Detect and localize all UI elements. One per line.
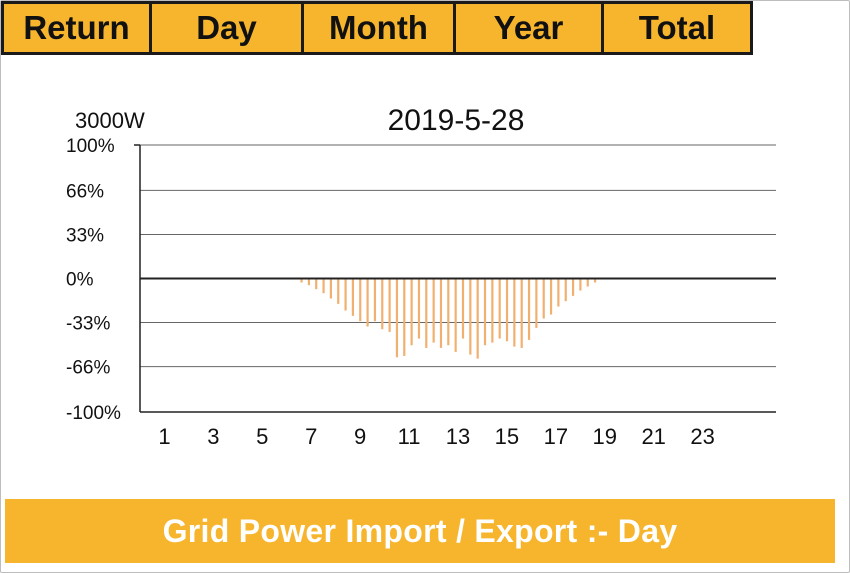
bar bbox=[322, 278, 325, 294]
chart-title: 2019-5-28 bbox=[388, 104, 525, 137]
x-tick-label: 1 bbox=[158, 424, 170, 449]
bar bbox=[307, 278, 310, 286]
bar bbox=[476, 278, 479, 359]
chart-area: 3000W 2019-5-28 100% 66% 33% 0% -33% -66% -100… bbox=[0, 70, 850, 490]
bar bbox=[549, 278, 553, 315]
grid-power-chart: 3000W 2019-5-28 100% 66% 33% 0% -33% -66% -100… bbox=[66, 104, 776, 449]
bar bbox=[535, 278, 538, 328]
y-tick-label: 100% bbox=[66, 136, 115, 157]
bar bbox=[366, 278, 369, 327]
x-tick-label: 3 bbox=[207, 424, 219, 449]
bar bbox=[469, 278, 472, 355]
bar bbox=[579, 278, 582, 291]
x-tick-label: 15 bbox=[495, 424, 519, 449]
bar bbox=[483, 278, 487, 346]
x-tick-label: 23 bbox=[690, 424, 714, 449]
bar bbox=[586, 278, 589, 287]
y-tick-label: 66% bbox=[66, 181, 104, 202]
bar bbox=[571, 278, 575, 296]
bar bbox=[381, 278, 384, 330]
x-tick-labels: 1 3 5 7 9 11 13 15 17 19 21 23 bbox=[158, 424, 715, 449]
x-tick-label: 5 bbox=[256, 424, 268, 449]
x-tick-label: 21 bbox=[641, 424, 665, 449]
bar bbox=[557, 278, 560, 307]
bar bbox=[432, 278, 435, 343]
bar bbox=[344, 278, 347, 311]
bar bbox=[447, 278, 450, 346]
bar bbox=[395, 278, 399, 358]
tab-year[interactable]: Year bbox=[456, 4, 604, 52]
bar bbox=[439, 278, 443, 348]
bar bbox=[520, 278, 523, 348]
bar bbox=[527, 278, 531, 340]
tab-day[interactable]: Day bbox=[152, 4, 304, 52]
bar bbox=[505, 278, 509, 342]
bar bbox=[513, 278, 516, 347]
bar bbox=[351, 278, 355, 316]
bar bbox=[417, 278, 421, 339]
bar bbox=[454, 278, 457, 352]
bar bbox=[564, 278, 567, 302]
tab-month[interactable]: Month bbox=[304, 4, 456, 52]
bar bbox=[461, 278, 465, 339]
y-tick-label: 33% bbox=[66, 225, 104, 246]
bar bbox=[498, 278, 501, 339]
y-tick-label: -33% bbox=[66, 314, 110, 335]
tab-return[interactable]: Return bbox=[4, 4, 152, 52]
y-tick-labels: 100% 66% 33% 0% -33% -66% -100% bbox=[66, 136, 121, 424]
bar bbox=[425, 278, 428, 348]
bar bbox=[542, 278, 545, 319]
footer-title: Grid Power Import / Export :- Day bbox=[162, 512, 678, 549]
y-tick-label: -66% bbox=[66, 358, 110, 379]
bar bbox=[329, 278, 332, 299]
bar bbox=[300, 278, 303, 283]
axes bbox=[134, 144, 776, 413]
tab-total[interactable]: Total bbox=[638, 9, 716, 46]
bar bbox=[491, 278, 494, 343]
x-tick-label: 7 bbox=[305, 424, 317, 449]
x-tick-label: 11 bbox=[398, 424, 421, 449]
bar bbox=[410, 278, 413, 346]
footer-banner: Grid Power Import / Export :- Day bbox=[5, 499, 835, 563]
gridlines bbox=[140, 144, 776, 368]
tab-bar: Return Day Month Year Total bbox=[1, 1, 753, 55]
bar bbox=[403, 278, 406, 356]
bar bbox=[315, 278, 318, 290]
x-tick-label: 17 bbox=[544, 424, 568, 449]
bar bbox=[337, 278, 340, 304]
bar bbox=[593, 278, 597, 283]
y-tick-label: -100% bbox=[66, 403, 121, 424]
x-tick-label: 19 bbox=[593, 424, 617, 449]
bars bbox=[300, 278, 597, 359]
x-tick-label: 13 bbox=[446, 424, 470, 449]
bar bbox=[373, 278, 377, 322]
bar bbox=[359, 278, 362, 322]
x-tick-label: 9 bbox=[354, 424, 366, 449]
bar bbox=[388, 278, 391, 332]
unit-label: 3000W bbox=[75, 108, 145, 133]
y-tick-label: 0% bbox=[66, 270, 94, 291]
